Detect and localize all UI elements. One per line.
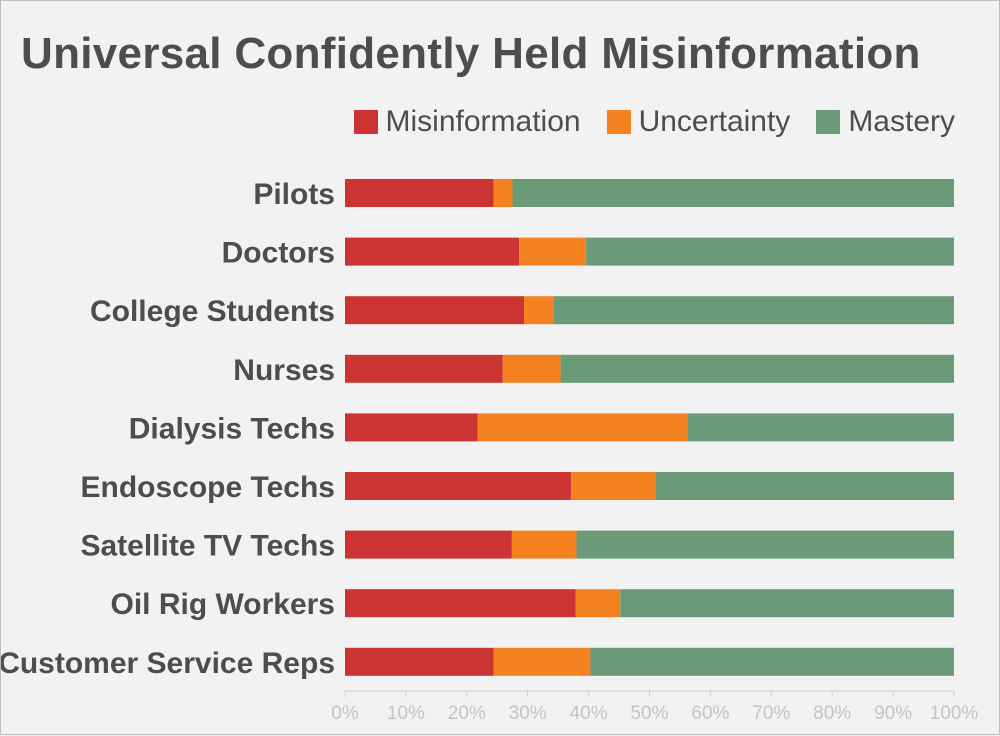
x-tick-label: 10% bbox=[387, 703, 425, 724]
bar-nurses-uncertainty bbox=[502, 354, 561, 383]
bar-nurses-mastery bbox=[560, 354, 954, 383]
bar-dialysis-techs-uncertainty bbox=[477, 413, 688, 442]
legend-label-mastery: Mastery bbox=[848, 105, 955, 138]
x-tick-label: 90% bbox=[874, 703, 912, 724]
bar-customer-service-reps-mastery bbox=[590, 647, 954, 676]
x-tick-label: 40% bbox=[570, 703, 608, 724]
bar-nurses-misinformation bbox=[345, 354, 503, 383]
bar-customer-service-reps-uncertainty bbox=[493, 647, 591, 676]
legend-swatch-mastery bbox=[816, 110, 841, 134]
bar-oil-rig-workers-uncertainty bbox=[575, 589, 621, 618]
category-label-oil-rig-workers: Oil Rig Workers bbox=[110, 588, 335, 621]
legend-label-misinformation: Misinformation bbox=[385, 105, 581, 138]
category-label-pilots: Pilots bbox=[253, 178, 335, 211]
bar-college-students-mastery bbox=[553, 296, 954, 325]
category-label-college-students: College Students bbox=[90, 295, 335, 328]
x-tick-label: 0% bbox=[331, 703, 359, 724]
bar-college-students-uncertainty bbox=[524, 296, 554, 325]
bar-doctors-misinformation bbox=[345, 237, 520, 266]
bar-pilots-mastery bbox=[512, 179, 954, 207]
bar-oil-rig-workers-mastery bbox=[620, 589, 954, 618]
bar-satellite-tv-techs-mastery bbox=[576, 530, 954, 559]
bar-satellite-tv-techs-misinformation bbox=[345, 530, 512, 559]
bar-pilots-misinformation bbox=[345, 179, 494, 207]
x-tick-label: 70% bbox=[752, 703, 790, 724]
bar-doctors-uncertainty bbox=[519, 237, 587, 266]
category-label-endoscope-techs: Endoscope Techs bbox=[80, 471, 335, 504]
bar-college-students-misinformation bbox=[345, 296, 525, 325]
x-tick-label: 80% bbox=[813, 703, 851, 724]
bar-endoscope-techs-uncertainty bbox=[570, 472, 656, 500]
bar-satellite-tv-techs-uncertainty bbox=[511, 530, 577, 559]
bar-dialysis-techs-mastery bbox=[687, 413, 954, 442]
bar-customer-service-reps-misinformation bbox=[345, 647, 494, 676]
bar-dialysis-techs-misinformation bbox=[345, 413, 478, 442]
legend: Misinformation Uncertainty Mastery bbox=[353, 105, 955, 139]
x-tick-label: 100% bbox=[930, 703, 979, 724]
category-label-nurses: Nurses bbox=[233, 354, 335, 387]
legend-label-uncertainty: Uncertainty bbox=[638, 105, 791, 138]
legend-swatch-uncertainty bbox=[606, 110, 631, 134]
x-tick-label: 60% bbox=[691, 703, 729, 724]
x-tick-label: 20% bbox=[448, 703, 486, 724]
legend-swatch-misinformation bbox=[353, 110, 378, 134]
bar-doctors-mastery bbox=[586, 237, 954, 266]
category-label-doctors: Doctors bbox=[222, 237, 335, 270]
bar-pilots-uncertainty bbox=[493, 179, 513, 207]
bar-oil-rig-workers-misinformation bbox=[345, 589, 576, 618]
category-label-dialysis-techs: Dialysis Techs bbox=[129, 412, 335, 445]
x-tick-label: 50% bbox=[630, 703, 668, 724]
legend-item-mastery: Mastery bbox=[816, 105, 955, 139]
legend-item-uncertainty: Uncertainty bbox=[606, 105, 791, 139]
bar-endoscope-techs-mastery bbox=[655, 472, 954, 500]
category-label-satellite-tv-techs: Satellite TV Techs bbox=[80, 530, 335, 563]
legend-item-misinformation: Misinformation bbox=[353, 105, 581, 139]
bar-endoscope-techs-misinformation bbox=[345, 472, 571, 500]
x-tick-label: 30% bbox=[509, 703, 547, 724]
chart-title: Universal Confidently Held Misinformatio… bbox=[21, 29, 921, 78]
category-label-customer-service-reps: Customer Service Reps bbox=[1, 647, 335, 680]
